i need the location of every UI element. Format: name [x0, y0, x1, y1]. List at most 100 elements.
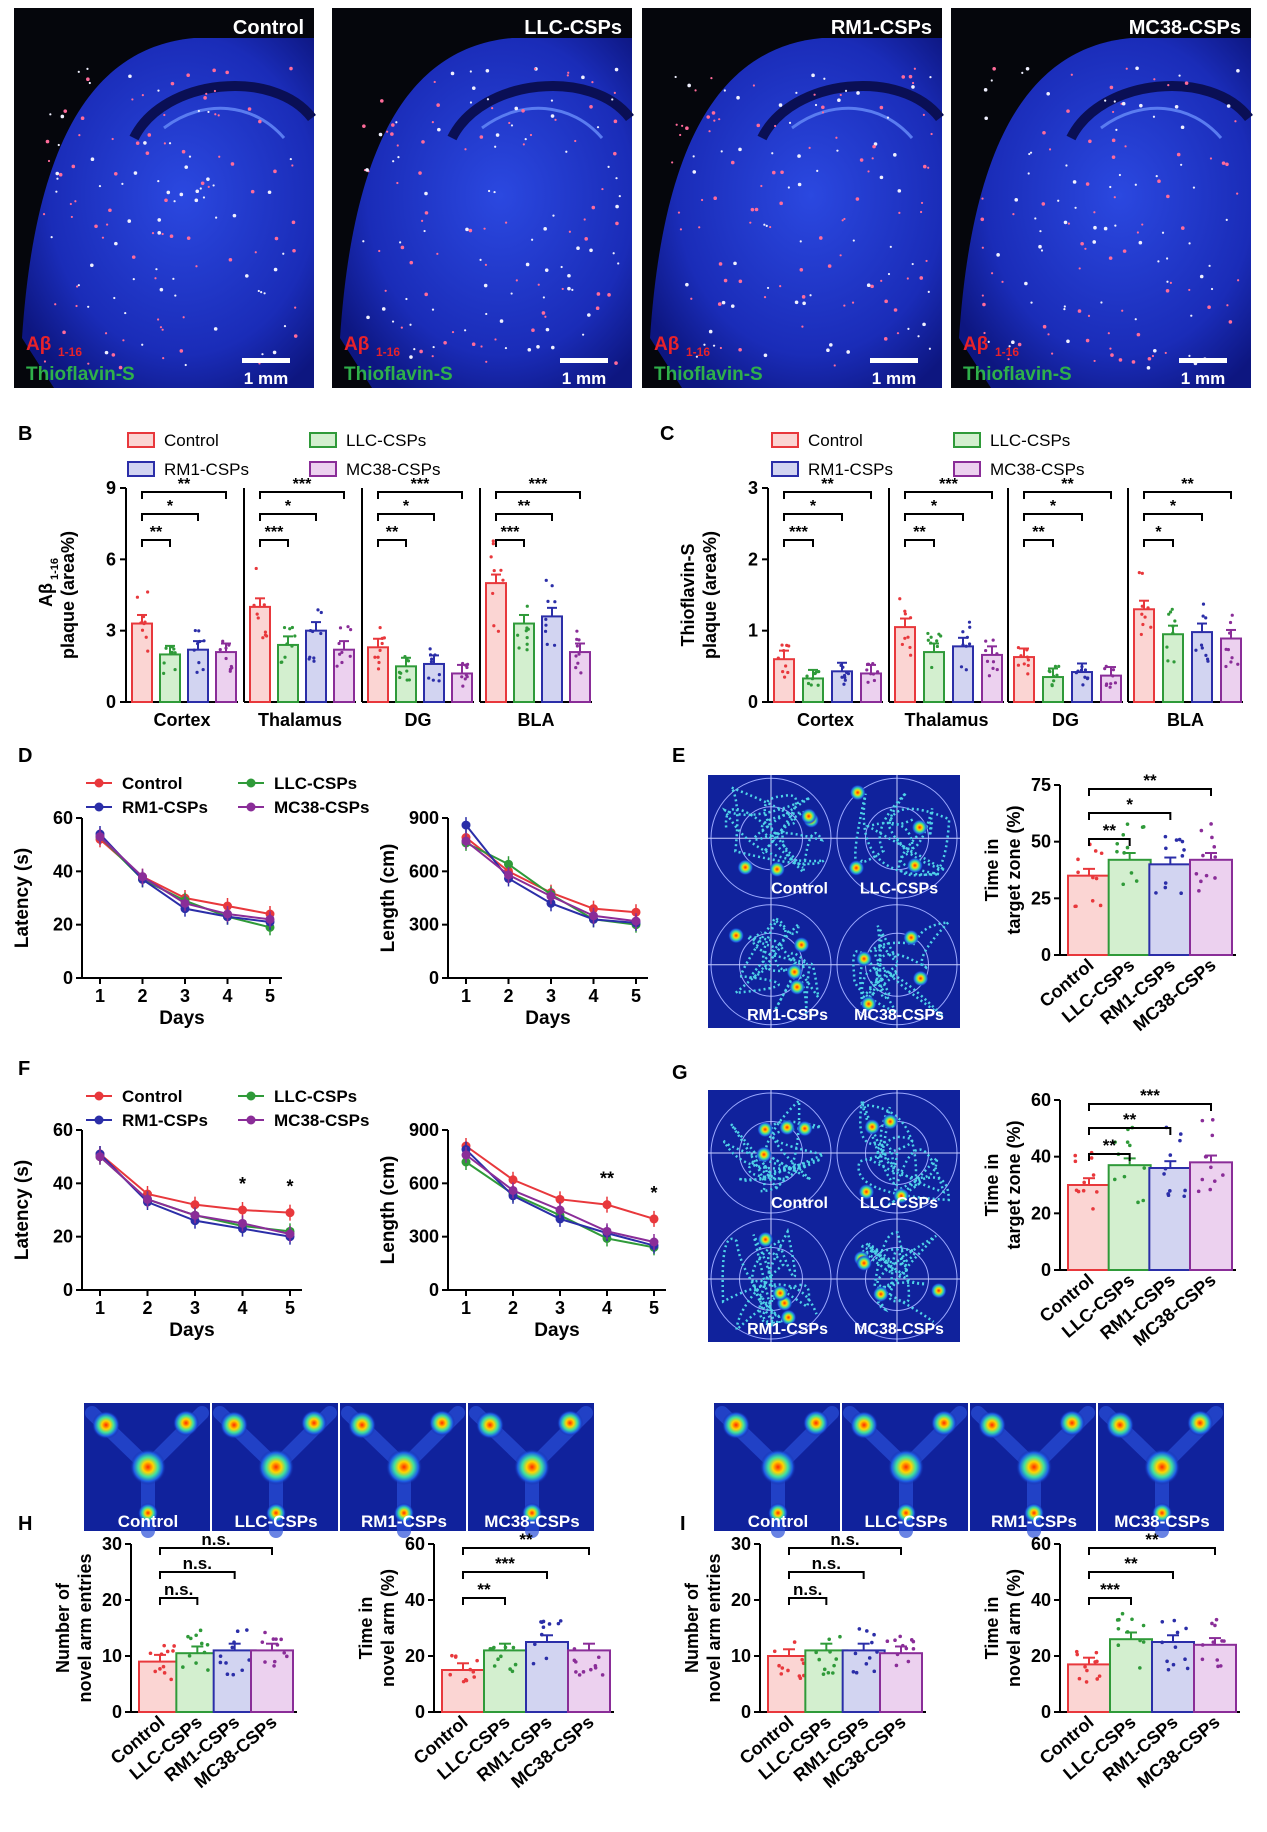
- series-line: [465, 841, 637, 926]
- plaque-dot: [465, 227, 469, 232]
- data-point: [1141, 1198, 1146, 1203]
- y-tick-label: 3: [106, 621, 116, 641]
- data-point: [1085, 677, 1090, 681]
- plaque-dot: [202, 196, 206, 199]
- data-point: [141, 614, 146, 619]
- data-point: [1098, 903, 1103, 908]
- data-point: [1166, 1193, 1171, 1198]
- plaque-dot: [713, 196, 717, 201]
- significance-label: *: [285, 498, 292, 515]
- heat-spot: [848, 859, 865, 876]
- data-point: [1197, 889, 1201, 893]
- data-point: [290, 644, 294, 648]
- data-point: [911, 1647, 916, 1651]
- data-point: [1141, 1640, 1146, 1644]
- data-point: [809, 683, 813, 687]
- bar: [1151, 1641, 1195, 1713]
- plaque-dot: [378, 249, 381, 253]
- y-tick-label: 20: [405, 1646, 425, 1666]
- image-title: LLC-CSPs: [524, 17, 622, 39]
- plaque-dot: [494, 145, 497, 148]
- data-point: [827, 1637, 832, 1642]
- plaque-dot: [852, 239, 855, 242]
- plaque-dot: [687, 83, 691, 88]
- data-point: [926, 638, 930, 642]
- plaque-dot: [424, 211, 429, 215]
- plaque-dot: [1166, 280, 1169, 283]
- plaque-dot: [541, 311, 546, 315]
- x-tick-label: 5: [265, 986, 275, 1006]
- data-point: [777, 1663, 781, 1668]
- plaque-dot: [1057, 199, 1060, 202]
- x-tick-label: 4: [222, 986, 232, 1006]
- significance-bracket: [1088, 788, 1212, 796]
- data-point: [779, 1672, 784, 1676]
- data-point: [1089, 1156, 1094, 1160]
- legend-swatch: [771, 461, 799, 477]
- data-point: [311, 629, 315, 634]
- data-point: [600, 1673, 605, 1677]
- plaque-dot: [703, 343, 706, 346]
- heat-spot: [1059, 1410, 1085, 1436]
- swim-path: [857, 1099, 950, 1207]
- data-point: [1050, 683, 1054, 687]
- y-axis-label: Latency (s): [12, 848, 33, 948]
- plaque-dot: [88, 81, 91, 85]
- data-point: [1226, 648, 1230, 652]
- y-tick-label: 20: [102, 1590, 122, 1610]
- significance-bracket: [1023, 513, 1083, 521]
- plaque-dot: [712, 344, 716, 347]
- heat-spot: [266, 1503, 286, 1523]
- swim-track-image: RM1-CSPs: [708, 1216, 834, 1342]
- bar: [1189, 1161, 1233, 1272]
- data-point: [876, 670, 880, 674]
- data-point: [162, 1643, 166, 1648]
- ymaze-heatmap: LLC-CSPs: [842, 1403, 968, 1538]
- plaque-dot: [576, 246, 580, 251]
- significance-bracket: [904, 513, 964, 521]
- data-point: [143, 620, 147, 624]
- y-tick-label: 0: [741, 1702, 751, 1722]
- data-point: [572, 1647, 577, 1651]
- bar: [860, 672, 882, 704]
- plaque-dot: [386, 130, 389, 133]
- y-tick-label: 60: [1031, 1090, 1051, 1110]
- plaque-dot: [1134, 183, 1137, 186]
- significance-label: **: [150, 524, 163, 541]
- data-point: [138, 872, 147, 882]
- data-point: [533, 1642, 537, 1647]
- plaque-dot: [464, 329, 467, 332]
- data-point: [1180, 854, 1185, 858]
- plaque-dot: [927, 166, 930, 169]
- data-point: [816, 683, 820, 687]
- data-point: [1074, 1649, 1079, 1654]
- data-point: [806, 681, 811, 686]
- plaque-dot: [163, 142, 166, 145]
- heat-spot: [173, 1410, 199, 1436]
- data-point: [429, 660, 434, 664]
- significance-bracket: [377, 491, 463, 499]
- significance-label: **: [600, 1169, 614, 1189]
- plaque-dot: [114, 241, 118, 246]
- plaque-dot: [195, 189, 200, 194]
- plaque-dot: [565, 150, 568, 153]
- data-point: [1099, 851, 1104, 856]
- plaque-dot: [766, 286, 770, 290]
- ymaze-heatmap: RM1-CSPs: [970, 1403, 1096, 1538]
- plaque-dot: [700, 198, 704, 202]
- y-tick-label: 0: [63, 1280, 73, 1300]
- data-point: [496, 1657, 500, 1662]
- heat-spot: [906, 857, 923, 874]
- data-point: [1212, 845, 1217, 849]
- plaque-dot: [692, 170, 697, 174]
- legend-label: Control: [122, 1087, 182, 1106]
- data-point: [1094, 876, 1099, 881]
- data-point: [1170, 607, 1174, 611]
- hippocampus-layer: [791, 106, 914, 139]
- panel-letter: B: [18, 423, 32, 445]
- plaque-dot: [159, 287, 164, 292]
- data-point: [1200, 1643, 1205, 1647]
- plaque-dot: [421, 140, 425, 144]
- plaque-dot: [721, 300, 726, 305]
- plaque-dot: [57, 143, 60, 147]
